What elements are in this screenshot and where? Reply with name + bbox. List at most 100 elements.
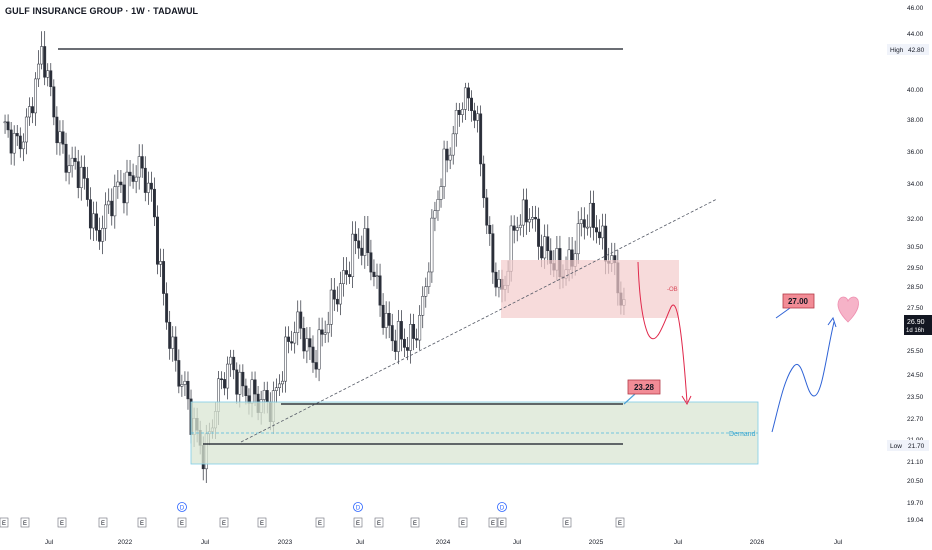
candle-down [110, 200, 114, 217]
candle-up [12, 133, 16, 154]
price-tick-label: 46.00 [907, 5, 924, 12]
price-axis[interactable]: 46.00 44.00 40.00 38.00 36.00 34.00 32.00 30.50… [907, 5, 924, 524]
candle-up [180, 384, 184, 387]
candle-down [85, 178, 89, 200]
candle-up [442, 148, 446, 187]
candle-down [598, 231, 602, 239]
candle-up [448, 154, 452, 161]
time-tick-label: 2025 [589, 539, 604, 546]
candle-up [58, 131, 62, 144]
earnings-glyph: E [318, 521, 322, 527]
candle-down [412, 324, 416, 339]
candle-down [15, 133, 19, 137]
candle-down [537, 218, 541, 247]
candle-up [274, 387, 278, 391]
candle-down [546, 236, 550, 252]
candle-down [470, 97, 473, 111]
price-tick-label: 40.00 [907, 87, 924, 94]
candle-up [134, 176, 138, 182]
callout-pointer-low [623, 393, 636, 405]
candle-up [67, 165, 71, 173]
callout-low-box[interactable] [627, 379, 661, 395]
earnings-glyph: E [491, 521, 495, 527]
earnings-marker [497, 517, 507, 528]
bearish-projection-path [637, 261, 688, 403]
candle-up [40, 46, 44, 65]
candle-up [250, 379, 254, 404]
candle-down [372, 271, 376, 277]
candle-down [122, 184, 126, 204]
callout-high-box[interactable] [782, 293, 815, 309]
candle-up [384, 312, 388, 328]
low-badge-label: Low [890, 443, 902, 450]
candle-down [95, 213, 98, 231]
candle-up [226, 363, 230, 389]
last-price-badge[interactable] [904, 315, 932, 335]
candle-up [281, 380, 284, 385]
price-tick-label: 27.50 [907, 305, 924, 312]
candle-down [595, 227, 598, 233]
time-axis[interactable]: Jul 2022 Jul 2023 Jul 2024 Jul 2025 Jul 2026 Jul [45, 539, 843, 546]
candle-up [363, 228, 367, 256]
candle-up [159, 261, 162, 265]
candle-down [43, 46, 47, 78]
earnings-marker [374, 517, 384, 528]
candle-down [131, 175, 135, 182]
candle-up [451, 133, 455, 156]
candle-down [534, 217, 537, 220]
candle-down [393, 340, 397, 352]
candle-up [527, 218, 531, 223]
candle-up [107, 200, 111, 206]
earnings-glyph: E [180, 521, 184, 527]
price-tick-label: 38.00 [907, 117, 924, 124]
high-badge [887, 44, 929, 55]
candle-up [46, 70, 50, 78]
candle-down [604, 225, 608, 262]
earnings-marker [257, 517, 267, 528]
candle-down [524, 199, 528, 223]
time-tick-label: Jul [356, 539, 365, 546]
earnings-glyph: E [500, 521, 504, 527]
candle-down [335, 298, 339, 305]
time-tick-label: 2024 [436, 539, 451, 546]
candle-down [479, 113, 483, 165]
trendline[interactable] [240, 198, 718, 443]
low-badge [887, 440, 929, 451]
candle-up [439, 186, 443, 200]
candle-up [497, 278, 501, 288]
candle-down [348, 274, 352, 278]
candle-down [168, 321, 172, 349]
candle-up [329, 289, 333, 325]
time-tick-label: Jul [201, 539, 210, 546]
candle-down [488, 224, 492, 234]
candle-down [177, 360, 181, 387]
price-tick-label: 19.70 [907, 500, 924, 507]
time-tick-label: Jul [834, 539, 843, 546]
candle-down [299, 311, 303, 329]
candle-up [454, 110, 458, 135]
candle-down [88, 199, 92, 229]
candle-down [98, 230, 102, 242]
candle-down [140, 156, 144, 169]
dividend-marker [497, 502, 507, 512]
candle-up [305, 338, 309, 352]
order-block-label: -OB [667, 287, 678, 293]
candle-up [146, 182, 150, 193]
candle-down [55, 116, 59, 144]
candle-down [512, 225, 516, 231]
candle-up [342, 270, 345, 284]
candle-down [18, 135, 22, 150]
candle-down [402, 338, 406, 348]
candle-up [396, 321, 400, 352]
candle-up [79, 166, 83, 188]
earnings-glyph: E [618, 521, 622, 527]
candle-down [265, 390, 269, 403]
candle-down [76, 161, 80, 188]
candle-up [296, 311, 300, 333]
bullish-projection-path [771, 321, 835, 433]
candle-up [229, 356, 233, 365]
demand-label: Demand [729, 431, 756, 438]
candle-down [302, 328, 306, 352]
order-block-zone[interactable] [501, 260, 679, 318]
